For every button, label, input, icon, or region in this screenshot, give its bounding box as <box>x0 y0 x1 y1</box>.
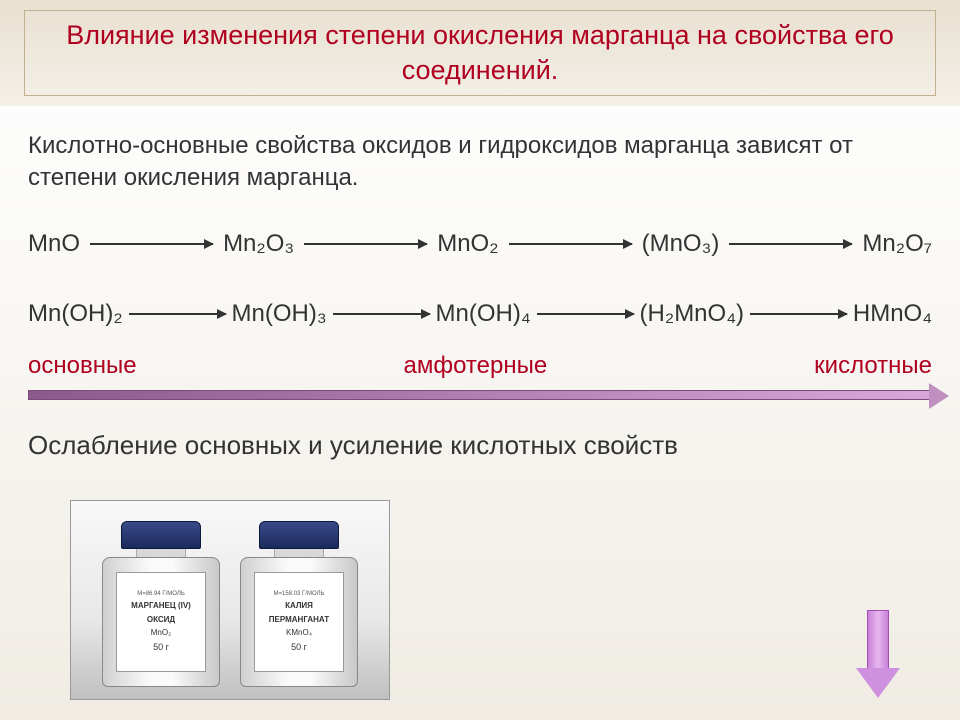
hydroxide-0: Mn(OH)₂ <box>28 300 123 328</box>
arrow-icon <box>509 243 632 245</box>
arrow-shaft <box>867 610 889 670</box>
label-name2: ПЕРМАНГАНАТ <box>259 615 339 625</box>
bottle-cap <box>259 521 339 549</box>
hydroxide-1: Mn(OH)₃ <box>232 300 327 328</box>
label-mass: 50 г <box>121 642 201 654</box>
bottle-body: M=86.94 Г/МОЛЬ МАРГАНЕЦ (IV) ОКСИД MnO₂ … <box>102 557 220 687</box>
bottle-right: M=158.03 Г/МОЛЬ КАЛИЯ ПЕРМАНГАНАТ KMnO₄ … <box>239 521 359 687</box>
arrow-icon <box>304 243 427 245</box>
hydroxide-4: HMnO₄ <box>853 300 932 328</box>
label-formula: KMnO₄ <box>259 628 339 638</box>
oxide-4: Mn₂O₇ <box>862 230 932 258</box>
title-box: Влияние изменения степени окисления марг… <box>24 10 936 96</box>
hydroxide-2: Mn(OH)₄ <box>436 300 531 328</box>
bottle-body: M=158.03 Г/МОЛЬ КАЛИЯ ПЕРМАНГАНАТ KMnO₄ … <box>240 557 358 687</box>
bottle-label-left: M=86.94 Г/МОЛЬ МАРГАНЕЦ (IV) ОКСИД MnO₂ … <box>116 572 206 672</box>
arrow-icon <box>750 313 847 315</box>
property-labels: основные амфотерные кислотные <box>28 352 932 380</box>
arrow-head <box>856 668 900 698</box>
label-acidic: кислотные <box>814 352 932 380</box>
bottle-cap <box>121 521 201 549</box>
label-amphoteric: амфотерные <box>404 352 548 380</box>
hydroxide-sequence: Mn(OH)₂ Mn(OH)₃ Mn(OH)₄ (H₂MnO₄) HMnO₄ <box>28 300 932 328</box>
oxide-3: (MnO₃) <box>642 230 720 258</box>
label-name2: ОКСИД <box>121 615 201 625</box>
oxide-1: Mn₂O₃ <box>223 230 294 258</box>
intro-text: Кислотно-основные свойства оксидов и гид… <box>28 130 932 195</box>
title-text: Влияние изменения степени окисления марг… <box>65 18 895 88</box>
bottle-label-right: M=158.03 Г/МОЛЬ КАЛИЯ ПЕРМАНГАНАТ KMnO₄ … <box>254 572 344 672</box>
bottles-image: M=86.94 Г/МОЛЬ МАРГАНЕЦ (IV) ОКСИД MnO₂ … <box>70 500 390 700</box>
arrow-icon <box>333 313 430 315</box>
conclusion-text: Ослабление основных и усиление кислотных… <box>28 430 932 461</box>
oxide-0: MnO <box>28 230 80 258</box>
bottle-neck <box>274 549 324 557</box>
arrow-icon <box>729 243 852 245</box>
label-name1: МАРГАНЕЦ (IV) <box>121 601 201 611</box>
bottle-neck <box>136 549 186 557</box>
label-mw: M=86.94 Г/МОЛЬ <box>121 591 201 599</box>
oxide-sequence: MnO Mn₂O₃ MnO₂ (MnO₃) Mn₂O₇ <box>28 230 932 258</box>
hydroxide-3: (H₂MnO₄) <box>640 300 744 328</box>
label-basic: основные <box>28 352 137 380</box>
bottle-left: M=86.94 Г/МОЛЬ МАРГАНЕЦ (IV) ОКСИД MnO₂ … <box>101 521 221 687</box>
label-name1: КАЛИЯ <box>259 601 339 611</box>
gradient-arrow-icon <box>28 390 932 400</box>
label-mw: M=158.03 Г/МОЛЬ <box>259 591 339 599</box>
label-mass: 50 г <box>259 642 339 654</box>
arrow-icon <box>90 243 213 245</box>
label-formula: MnO₂ <box>121 628 201 638</box>
oxide-2: MnO₂ <box>437 230 498 258</box>
arrow-icon <box>129 313 226 315</box>
arrow-icon <box>537 313 634 315</box>
down-arrow-icon <box>856 610 900 700</box>
